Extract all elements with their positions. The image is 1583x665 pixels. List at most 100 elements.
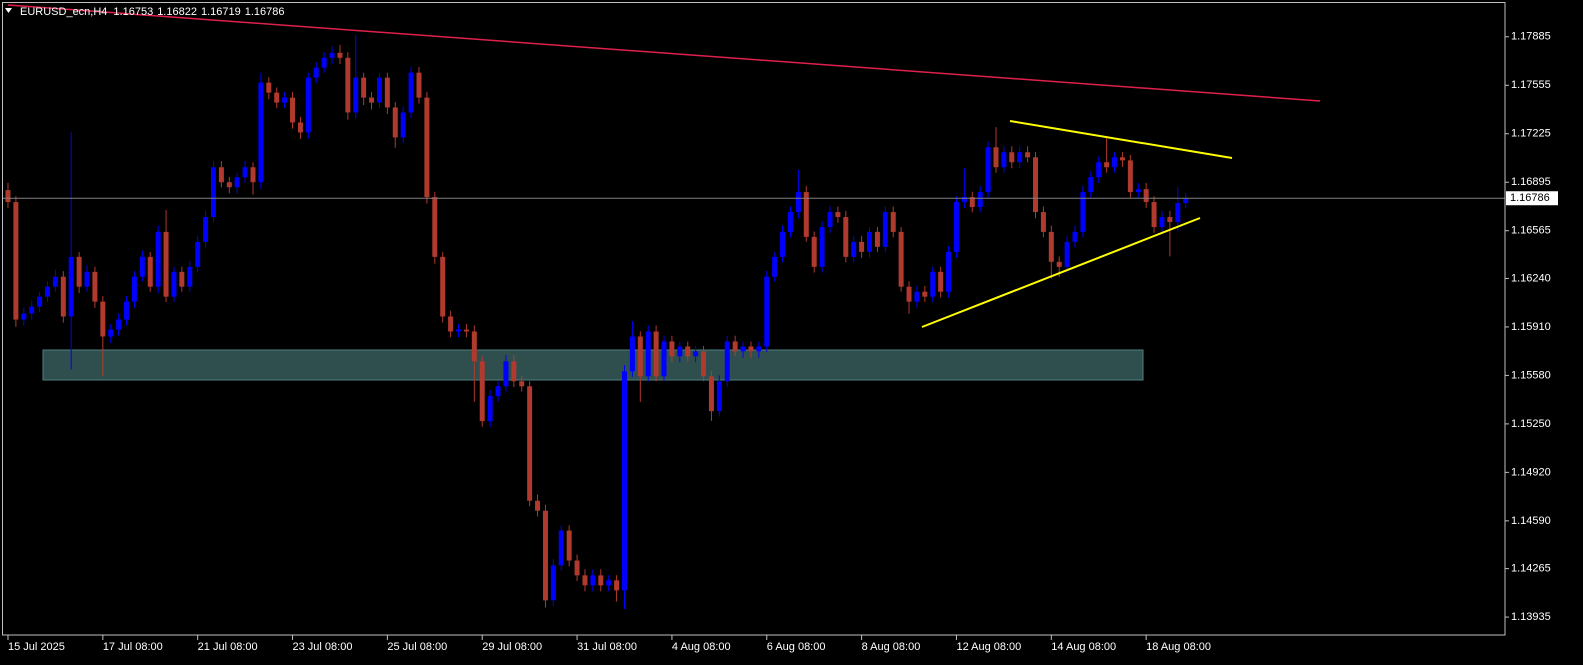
candle-body xyxy=(1033,157,1039,213)
candle-body xyxy=(1104,162,1110,168)
trendline xyxy=(921,217,1201,328)
candle-body xyxy=(21,313,27,320)
candle-body xyxy=(922,291,928,297)
candle-body xyxy=(384,77,390,108)
candle-body xyxy=(708,376,714,412)
price-label: 1.16786 xyxy=(1510,192,1550,204)
candle-body xyxy=(621,371,627,591)
candle-body xyxy=(195,241,201,267)
candle-body xyxy=(1127,160,1133,193)
candle-body xyxy=(803,192,809,237)
candle-body xyxy=(456,329,462,332)
candle-body xyxy=(432,197,438,257)
y-tick-label: 1.15910 xyxy=(1511,321,1551,333)
candle-body xyxy=(535,500,541,511)
x-tick-label: 12 Aug 08:00 xyxy=(956,641,1021,653)
candle-body xyxy=(1072,231,1078,242)
y-tick-label: 1.17225 xyxy=(1511,128,1551,140)
candle-body xyxy=(13,202,19,320)
candle-body xyxy=(677,346,683,357)
candle-body xyxy=(946,251,952,292)
candle-body xyxy=(1025,152,1031,158)
candle-body xyxy=(203,217,209,242)
candle-body xyxy=(353,77,359,113)
candle-body xyxy=(795,192,801,213)
x-tick-label: 17 Jul 08:00 xyxy=(103,641,163,653)
candle-body xyxy=(1119,157,1125,161)
candle-body xyxy=(511,361,517,382)
candle-body xyxy=(519,381,525,387)
candle-body xyxy=(463,329,469,332)
candle-body xyxy=(297,122,303,133)
candle-body xyxy=(313,67,319,78)
candle-body xyxy=(574,560,580,576)
support-zone xyxy=(42,349,1144,381)
candle-body xyxy=(400,112,406,138)
candle-body xyxy=(139,256,145,277)
candle-body xyxy=(1048,231,1054,262)
candle-body xyxy=(408,72,414,113)
candle-body xyxy=(811,236,817,267)
candle-body xyxy=(155,231,161,287)
y-tick-label: 1.14590 xyxy=(1511,515,1551,527)
candle-body xyxy=(440,256,446,317)
y-tick-label: 1.15250 xyxy=(1511,418,1551,430)
candle-body xyxy=(953,202,959,252)
candle-body xyxy=(566,530,572,561)
x-tick-label: 31 Jul 08:00 xyxy=(577,641,637,653)
candle-body xyxy=(1151,202,1157,228)
candle-body xyxy=(290,97,296,123)
candles xyxy=(3,34,1505,609)
chart-title: EURUSD_ecn,H4 xyxy=(20,6,107,18)
candle-body xyxy=(961,197,967,203)
candle-body xyxy=(392,107,398,138)
candle-body xyxy=(985,147,991,193)
candle-body xyxy=(1167,217,1173,223)
y-tick-label: 1.16895 xyxy=(1511,176,1551,188)
chart-header: EURUSD_ecn,H4 1.16753 1.16822 1.16719 1.1678… xyxy=(20,6,284,18)
candle-body xyxy=(859,241,865,252)
candle-body xyxy=(471,331,477,362)
trendline xyxy=(7,4,1321,102)
candle-body xyxy=(108,329,114,337)
candle-body xyxy=(92,271,98,302)
candle-body xyxy=(645,331,651,377)
candle-body xyxy=(598,575,604,586)
trendline xyxy=(1009,120,1233,159)
plot-frame xyxy=(2,2,1506,636)
candle-body xyxy=(787,212,793,232)
y-tick-label: 1.16240 xyxy=(1511,272,1551,284)
candle-body xyxy=(661,341,667,377)
candle-body xyxy=(558,530,564,566)
candle-body xyxy=(100,301,106,337)
candle-body xyxy=(977,192,983,208)
candle-body xyxy=(930,271,936,297)
candle-body xyxy=(1159,217,1165,228)
candle-body xyxy=(274,92,280,103)
candle-body xyxy=(693,351,699,357)
candle-body xyxy=(1143,189,1149,203)
candle-body xyxy=(282,97,288,103)
candle-body xyxy=(337,52,343,58)
candle-body xyxy=(1080,192,1086,232)
menu-triangle xyxy=(5,8,12,13)
candle-body xyxy=(68,256,74,317)
candle-body xyxy=(629,336,635,372)
candle-body xyxy=(1183,198,1189,204)
candle-body xyxy=(914,291,920,302)
candle-body xyxy=(590,575,596,586)
candle-body xyxy=(187,266,193,287)
y-tick-label: 1.14920 xyxy=(1511,466,1551,478)
x-tick-label: 29 Jul 08:00 xyxy=(482,641,542,653)
x-tick-label: 18 Aug 08:00 xyxy=(1146,641,1211,653)
y-tick-label: 1.15580 xyxy=(1511,369,1551,381)
candle-body xyxy=(1056,261,1062,267)
candle-body xyxy=(748,346,754,352)
x-tick-label: 21 Jul 08:00 xyxy=(198,641,258,653)
candle-body xyxy=(60,276,66,317)
x-tick-label: 15 Jul 2025 xyxy=(8,641,65,653)
y-tick-label: 1.17555 xyxy=(1511,79,1551,91)
candle-body xyxy=(179,271,185,287)
